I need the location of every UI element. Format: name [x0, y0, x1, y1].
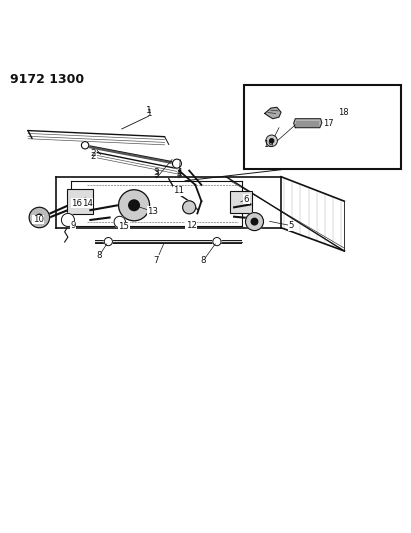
Polygon shape: [265, 107, 281, 119]
Text: 4: 4: [176, 170, 182, 179]
Text: 14: 14: [82, 199, 92, 208]
Circle shape: [266, 135, 277, 147]
Text: 4: 4: [176, 168, 182, 176]
Circle shape: [36, 214, 43, 221]
Circle shape: [61, 213, 74, 227]
Text: 8: 8: [97, 251, 102, 260]
Circle shape: [270, 139, 274, 143]
Text: 8: 8: [201, 256, 206, 265]
Circle shape: [104, 238, 113, 246]
Text: 2: 2: [90, 152, 96, 161]
Text: 17: 17: [323, 119, 334, 128]
Text: 6: 6: [244, 195, 249, 204]
Circle shape: [129, 200, 139, 211]
Text: 2: 2: [90, 149, 96, 158]
Circle shape: [251, 219, 258, 225]
Text: 9: 9: [70, 221, 76, 230]
Polygon shape: [294, 119, 322, 128]
Circle shape: [76, 199, 84, 207]
Circle shape: [245, 213, 263, 231]
Circle shape: [173, 159, 181, 168]
Text: 11: 11: [173, 187, 185, 196]
Text: 9172 1300: 9172 1300: [9, 72, 84, 86]
Text: 1: 1: [145, 106, 151, 115]
Text: 1: 1: [145, 109, 151, 117]
Text: 5: 5: [289, 221, 294, 230]
Text: 16: 16: [72, 199, 83, 208]
Circle shape: [114, 216, 125, 228]
Text: 13: 13: [147, 207, 158, 216]
Bar: [230, 191, 252, 213]
Text: 10: 10: [32, 215, 44, 224]
Text: 18: 18: [339, 108, 349, 117]
Text: 7: 7: [154, 256, 159, 265]
Text: 19: 19: [263, 140, 274, 149]
Bar: [244, 85, 402, 168]
Circle shape: [81, 142, 89, 149]
Bar: [67, 189, 93, 214]
Circle shape: [213, 238, 221, 246]
Text: 15: 15: [118, 222, 129, 231]
Circle shape: [182, 201, 196, 214]
Text: 3: 3: [154, 170, 159, 179]
Text: 12: 12: [186, 221, 197, 230]
Text: 3: 3: [154, 168, 159, 176]
Circle shape: [118, 190, 150, 221]
Circle shape: [29, 207, 50, 228]
